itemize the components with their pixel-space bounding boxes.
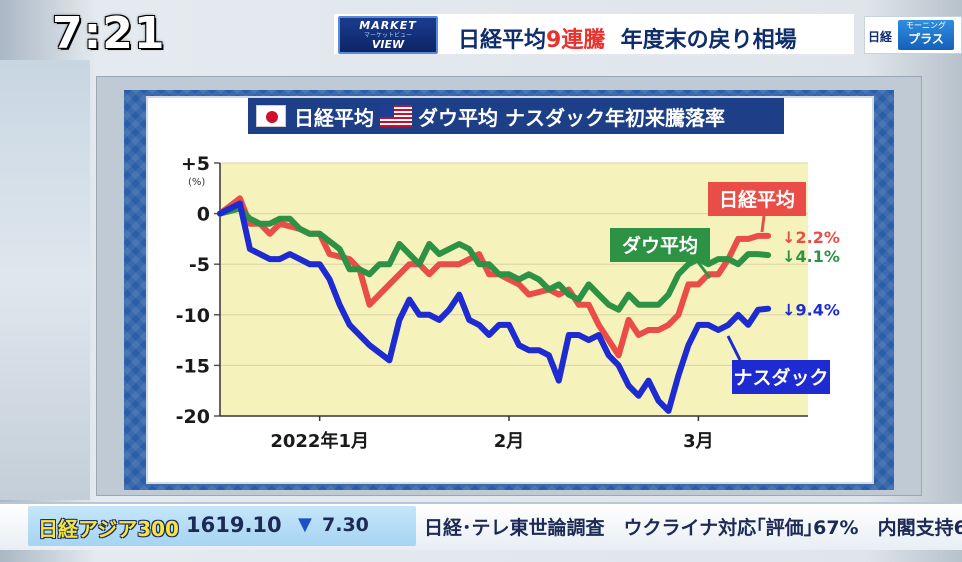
series-label-pointer-2 bbox=[726, 335, 742, 361]
x-tick-label: 3月 bbox=[683, 431, 714, 452]
brand-nikkei: 日経 bbox=[868, 30, 893, 44]
series-end-label-1: ↓4.1% bbox=[782, 247, 840, 266]
x-tick-label: 2022年1月 bbox=[270, 430, 369, 452]
y-unit-label: (%) bbox=[188, 177, 205, 188]
headline-highlight: 9連騰 bbox=[546, 28, 606, 53]
x-tick-label: 2月 bbox=[494, 431, 525, 452]
series-label-box-0 bbox=[708, 182, 806, 216]
series-line-2 bbox=[217, 200, 772, 414]
down-triangle-icon: ▼ bbox=[298, 514, 312, 535]
series-end-label-2: ↓9.4% bbox=[782, 301, 840, 320]
series-label-pointer-0 bbox=[760, 215, 766, 233]
y-tick-label: +5 bbox=[181, 153, 210, 175]
y-tick-label: -5 bbox=[189, 254, 210, 276]
brand-morning: モーニング bbox=[906, 21, 946, 30]
ticker-index-change: 7.30 bbox=[322, 514, 369, 536]
series-label-pointer-1 bbox=[696, 261, 712, 279]
ticker-index-name: 日経アジア300 bbox=[38, 517, 179, 541]
y-tick-label: -20 bbox=[176, 406, 210, 428]
y-tick-label: -15 bbox=[176, 355, 210, 377]
ticker-index-box bbox=[28, 506, 416, 546]
headline-prefix: 日経平均 bbox=[458, 28, 547, 53]
series-end-label-0: ↓2.2% bbox=[782, 228, 840, 247]
brand-plus: プラス bbox=[908, 32, 944, 46]
series-name-label-2: ナスダック bbox=[733, 366, 828, 389]
market-view-logo: MARKET マーケットビュー VIEW bbox=[338, 16, 438, 54]
headline: 日経平均9連騰 年度末の戻り相場 bbox=[458, 22, 797, 54]
clock: 7:21 bbox=[52, 8, 166, 59]
japan-flag-icon bbox=[256, 105, 286, 127]
series-line-1 bbox=[217, 205, 772, 313]
series-name-label-0: 日経平均 bbox=[719, 188, 795, 211]
logo-line1: MARKET bbox=[359, 18, 417, 32]
headline-suffix: 年度末の戻り相場 bbox=[620, 28, 797, 53]
brand-morning-plus: モーニング プラス bbox=[898, 20, 954, 50]
chart-title-band: 日経平均 ダウ平均 ナスダック年初来騰落率 bbox=[248, 98, 784, 134]
series-label-box-2 bbox=[732, 360, 830, 394]
studio-left-panel bbox=[0, 60, 90, 500]
series-name-label-1: ダウ平均 bbox=[622, 234, 698, 257]
y-tick-label: -10 bbox=[176, 305, 210, 327]
us-flag-icon bbox=[380, 105, 412, 127]
logo-line3: VIEW bbox=[371, 37, 405, 51]
line-chart: +5 0 -5 -10 -15 -20 (%) 2022年1月 2月 3月 日経平均ダウ平均ナスダッ… bbox=[176, 153, 840, 452]
y-tick-label: 0 bbox=[197, 204, 210, 226]
logo-line2: マーケットビュー bbox=[363, 31, 412, 39]
chart-title-part1: 日経平均 bbox=[294, 105, 374, 130]
ticker-index-value: 1619.10 bbox=[186, 513, 282, 537]
series-label-box-1 bbox=[610, 228, 710, 262]
chart-title-part2: ダウ平均 ナスダック年初来騰落率 bbox=[418, 105, 725, 130]
ticker-news: 日経･テレ東世論調査 ウクライナ対応｢評価｣67% 内閣支持61 bbox=[424, 517, 962, 539]
